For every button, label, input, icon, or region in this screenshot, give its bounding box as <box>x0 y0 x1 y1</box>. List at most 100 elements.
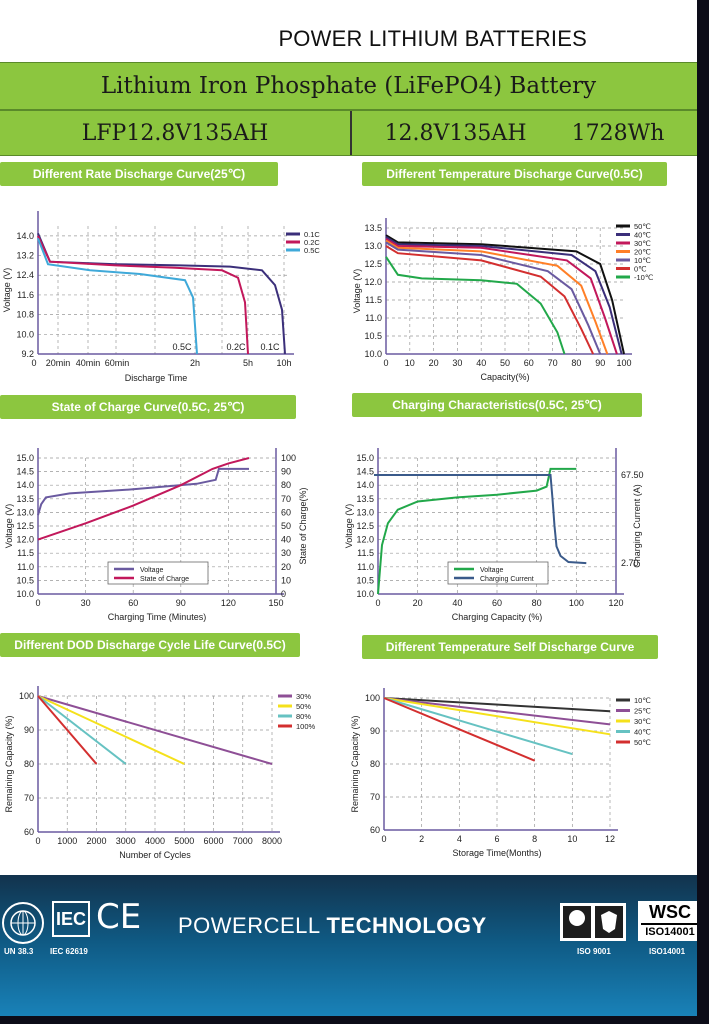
y2-tick-label: 10 <box>281 575 291 585</box>
chart-title-temperature-discharge: Different Temperature Discharge Curve(0.… <box>362 162 667 186</box>
y-tick-label: 11.0 <box>357 562 374 572</box>
y-tick-label: 90 <box>370 726 380 736</box>
chart-title-rate-discharge: Different Rate Discharge Curve(25℃) <box>0 162 278 186</box>
y-tick-label: 13.0 <box>356 507 374 517</box>
x-tick-label: 7000 <box>233 836 253 846</box>
x-tick-label: 70 <box>548 358 558 368</box>
x-tick-label: 8000 <box>262 836 282 846</box>
legend-label: 0℃ <box>634 265 647 274</box>
y2-tick-label: 90 <box>281 467 291 477</box>
x-tick-label: 30 <box>81 598 91 608</box>
un-logo-icon <box>2 902 44 944</box>
y-axis-label: Voltage (V) <box>352 269 362 314</box>
y-tick-label: 100 <box>365 693 380 703</box>
x-tick-label: 40min <box>76 358 101 368</box>
x-tick-label: 6000 <box>203 836 223 846</box>
x-axis-label: Discharge Time <box>125 373 188 383</box>
y-tick-label: 15.0 <box>356 453 374 463</box>
y2-tick-label: 30 <box>281 548 291 558</box>
x-tick-label: 8 <box>532 834 537 844</box>
y-tick-label: 80 <box>24 759 34 769</box>
charging-characteristics-chart: 10.0 10.5 11.0 11.5 12.0 12.5 13.0 13.5 14.0 14.5… <box>344 448 644 622</box>
cert-iso9001-label: ISO 9001 <box>577 947 611 956</box>
y-tick-label: 13.5 <box>356 494 374 504</box>
y-tick-label: 9.2 <box>21 349 34 359</box>
legend-label: 30% <box>296 692 311 701</box>
y-tick-label: 10.5 <box>16 575 34 585</box>
y-tick-label: 60 <box>24 827 34 837</box>
y-axis-label: Voltage (V) <box>4 504 14 549</box>
y2-tick-label: 0 <box>281 589 286 599</box>
y2-tick-label: 40 <box>281 535 291 545</box>
state-of-charge-chart: 10.0 10.5 11.0 11.5 12.0 12.5 13.0 13.5 14.0 14.5… <box>4 448 308 622</box>
x-axis-label: Charging Time (Minutes) <box>108 612 207 622</box>
legend-label: 25℃ <box>634 707 651 716</box>
x-tick-label: 20 <box>413 598 423 608</box>
x-tick-label: 40 <box>476 358 486 368</box>
y-tick-label: 11.5 <box>357 548 374 558</box>
x-tick-label: 0 <box>31 358 36 368</box>
y-tick-label: 13.0 <box>364 241 382 251</box>
model-row: LFP12.8V135AH 12.8V135AH 1728Wh <box>0 110 697 156</box>
brand-name: POWERCELL TECHNOLOGY <box>178 913 487 939</box>
x-tick-label: 150 <box>268 598 283 608</box>
rate-discharge-chart: 9.2 10.0 10.8 11.6 12.4 13.2 14.0 0 20min 40min 60… <box>2 211 320 383</box>
series-line <box>383 697 536 762</box>
x-tick-label: 10h <box>276 358 291 368</box>
legend-label: 50℃ <box>634 222 651 231</box>
x-tick-label: 90 <box>595 358 605 368</box>
bottom-strip <box>0 1016 709 1024</box>
product-type: Lithium Iron Phosphate (LiFePO4) Battery <box>100 73 597 99</box>
x-tick-label: 90 <box>176 598 186 608</box>
y-axis-label: Remaining Capacity (%) <box>350 715 360 812</box>
y-tick-label: 11.6 <box>17 290 34 300</box>
y-tick-label: 12.0 <box>356 535 374 545</box>
x-tick-label: 2000 <box>86 836 106 846</box>
y-tick-label: 15.0 <box>16 453 34 463</box>
y-tick-label: 80 <box>370 759 380 769</box>
y2-tick-label: 100 <box>281 453 296 463</box>
y-tick-label: 13.2 <box>16 251 34 261</box>
x-tick-label: 10 <box>567 834 577 844</box>
legend-label: Voltage <box>140 567 163 574</box>
x-tick-label: 80 <box>532 598 542 608</box>
x-tick-label: 60min <box>105 358 130 368</box>
series-line <box>385 256 566 355</box>
legend-label: 20℃ <box>634 248 651 257</box>
series-line <box>37 457 250 541</box>
y-tick-label: 13.5 <box>16 494 34 504</box>
y-tick-label: 60 <box>370 825 380 835</box>
series-line <box>37 235 249 355</box>
x-tick-label: 20min <box>46 358 71 368</box>
series-line <box>374 474 587 565</box>
legend-label: 30℃ <box>634 717 651 726</box>
x-tick-label: 1000 <box>57 836 77 846</box>
x-tick-label: 60 <box>492 598 502 608</box>
y-tick-label: 11.0 <box>365 313 382 323</box>
y-tick-label: 12.5 <box>356 521 374 531</box>
iso9001-logo-icon <box>560 903 626 941</box>
legend-label: 10℃ <box>634 696 651 705</box>
x-tick-label: 20 <box>429 358 439 368</box>
legend-label: Charging Current <box>480 576 534 583</box>
legend-label: 0.1C <box>304 230 320 239</box>
x-tick-label: 6 <box>494 834 499 844</box>
temperature-discharge-chart: 10.0 10.5 11.0 11.5 12.0 12.5 13.0 13.5 0 10 20 30 4… <box>352 218 654 382</box>
x-tick-label: 3000 <box>116 836 136 846</box>
self-discharge-chart: 60 70 80 90 100 0 2 4 6 8 10 12 Storage Time(Months)… <box>350 688 651 858</box>
legend-label: 50% <box>296 702 311 711</box>
energy-value: 1728Wh <box>571 120 665 146</box>
y2-tick-label: 67.50 <box>621 470 644 480</box>
rating-value: 12.8V135AH <box>384 120 527 146</box>
x-tick-label: 40 <box>452 598 462 608</box>
y-tick-label: 10.5 <box>356 575 374 585</box>
y-tick-label: 14.0 <box>356 480 374 490</box>
y-tick-label: 10.0 <box>16 329 34 339</box>
y-tick-label: 12.5 <box>16 521 34 531</box>
rating-cell: 12.8V135AH 1728Wh <box>352 111 697 155</box>
model-cell: LFP12.8V135AH <box>0 111 352 155</box>
x-tick-label: 60 <box>128 598 138 608</box>
x-tick-label: 0 <box>383 358 388 368</box>
y-tick-label: 11.0 <box>17 562 34 572</box>
cert-iec-label: IEC 62619 <box>50 947 88 956</box>
